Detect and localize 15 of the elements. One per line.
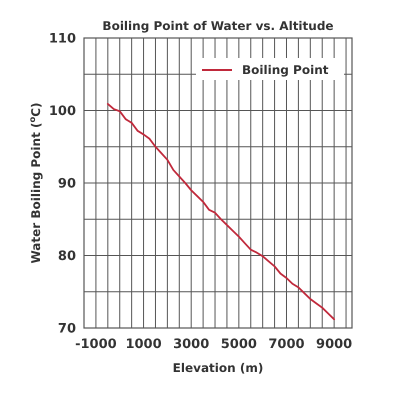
x-tick-label: 3000 bbox=[173, 337, 210, 352]
y-tick-label: 110 bbox=[48, 32, 76, 47]
x-tick-label: 9000 bbox=[316, 337, 352, 352]
x-tick-label: 5000 bbox=[220, 337, 257, 352]
x-tick-label: 1000 bbox=[125, 337, 162, 352]
x-axis-title: Elevation (m) bbox=[172, 361, 264, 375]
y-tick-label: 100 bbox=[48, 104, 76, 120]
y-tick-label: 80 bbox=[58, 249, 76, 264]
legend-label: Boiling Point bbox=[242, 63, 329, 78]
y-tick-label: 70 bbox=[58, 322, 76, 337]
x-tick-label: 7000 bbox=[268, 337, 305, 352]
y-tick-label: 90 bbox=[58, 176, 76, 192]
chart-title: Boiling Point of Water vs. Altitude bbox=[102, 19, 334, 33]
x-tick-label: -1000 bbox=[75, 337, 117, 352]
line-series bbox=[106, 103, 336, 320]
